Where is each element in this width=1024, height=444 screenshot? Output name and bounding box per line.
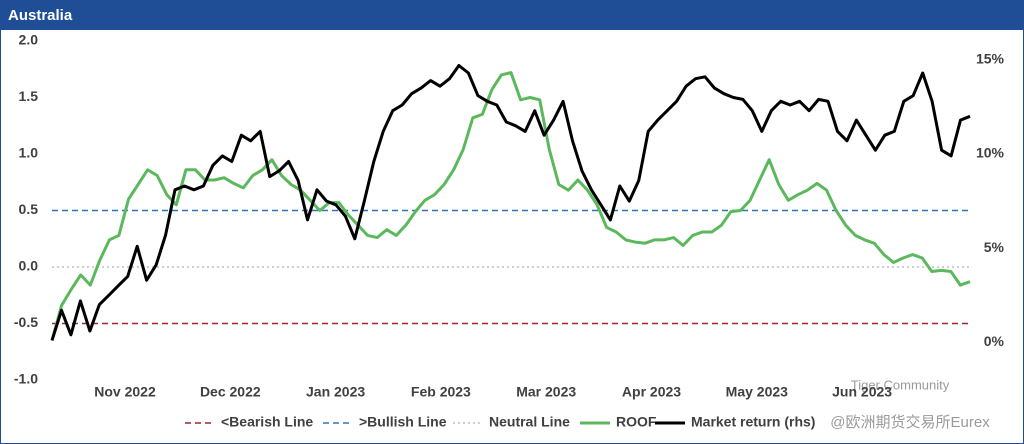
y-tick-label: 2.0 <box>19 32 39 48</box>
x-tick-label: Jan 2023 <box>306 384 365 400</box>
x-tick-label: May 2023 <box>726 384 788 400</box>
watermark: @欧洲期货交易所Eurex <box>830 413 990 431</box>
y2-tick-label: 15% <box>976 51 1005 67</box>
x-tick-label: Mar 2023 <box>516 384 576 400</box>
y2-tick-label: 10% <box>976 145 1005 161</box>
y-tick-label: 1.0 <box>19 145 39 161</box>
y-tick-label: -0.5 <box>14 314 38 330</box>
x-tick-label: Apr 2023 <box>622 384 681 400</box>
y-tick-label: -1.0 <box>14 371 38 387</box>
legend-label: Market return (rhs) <box>691 414 815 430</box>
y-tick-label: 0.0 <box>19 258 39 274</box>
series-line <box>50 64 971 341</box>
y-tick-label: 0.5 <box>19 201 39 217</box>
y2-tick-label: 5% <box>984 239 1005 255</box>
legend-label: Neutral Line <box>489 414 570 430</box>
header-band <box>0 0 1024 30</box>
x-tick-label: Feb 2023 <box>411 384 471 400</box>
legend-label: <Bearish Line <box>221 414 313 430</box>
y-tick-label: 1.5 <box>19 88 39 104</box>
chart-title: Australia <box>8 7 73 24</box>
x-tick-label: Jun 2023 <box>832 384 892 400</box>
x-tick-label: Dec 2022 <box>200 384 261 400</box>
legend-label: >Bullish Line <box>359 414 447 430</box>
x-tick-label: Nov 2022 <box>94 384 156 400</box>
y2-tick-label: 0% <box>984 333 1005 349</box>
watermark: Tiger Community <box>851 377 950 392</box>
legend-label: ROOF <box>616 414 657 430</box>
